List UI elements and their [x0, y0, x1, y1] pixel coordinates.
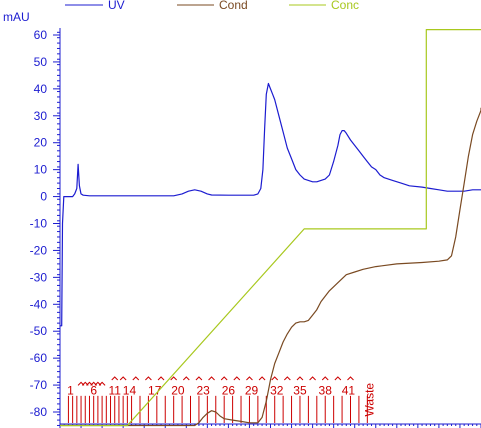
y-tick-label: 0 — [40, 190, 47, 204]
y-tick-label: -40 — [30, 297, 48, 311]
y-tick-label: 20 — [34, 136, 48, 150]
fraction-label: 11 — [108, 383, 121, 397]
y-tick-label: -80 — [30, 405, 48, 419]
series-line-uv — [60, 82, 481, 327]
fraction-label: 41 — [342, 383, 356, 397]
y-axis: 60 50 40 30 20 10 0 -10 -20 -30 -40 -50 -60 -70 -80 — [30, 28, 61, 426]
fraction-label: 32 — [270, 383, 284, 397]
legend-label-cond: Cond — [219, 0, 248, 12]
y-tick-label: -70 — [30, 378, 48, 392]
legend-label-conc: Conc — [331, 0, 359, 12]
fraction-caret — [258, 376, 266, 381]
legend: UV Cond Conc — [65, 0, 359, 12]
fraction-caret — [145, 376, 152, 381]
y-tick-label: 40 — [34, 82, 48, 96]
fraction-label: 26 — [222, 383, 236, 397]
y-tick-label: -20 — [30, 243, 48, 257]
series-line-cond — [60, 107, 481, 427]
fraction-caret — [334, 376, 342, 381]
fraction-caret — [195, 376, 203, 381]
y-tick-label: -50 — [30, 324, 48, 338]
fraction-label: Waste — [362, 383, 376, 417]
fraction-caret — [246, 376, 253, 381]
y-axis-label: mAU — [3, 10, 30, 24]
fraction-caret — [296, 376, 304, 381]
fraction-label: 14 — [123, 383, 137, 397]
fraction-caret — [271, 376, 279, 381]
fraction-marks: 1 6 11 14 17 20 23 26 29 32 35 38 41 Waste — [67, 376, 376, 423]
fraction-caret — [157, 376, 165, 381]
fraction-caret — [119, 376, 127, 381]
fraction-label: 35 — [293, 383, 307, 397]
fraction-caret — [283, 376, 291, 381]
fraction-label: 17 — [148, 383, 162, 397]
y-tick-label: 30 — [34, 109, 48, 123]
y-tick-label: -10 — [30, 217, 48, 231]
fraction-caret — [220, 376, 228, 381]
fraction-caret — [111, 376, 119, 381]
legend-label-uv: UV — [108, 0, 125, 12]
y-tick-label: 60 — [34, 28, 48, 42]
fraction-caret — [98, 381, 106, 386]
fraction-caret — [208, 376, 215, 381]
fraction-caret — [132, 376, 140, 381]
fraction-label: 29 — [245, 383, 259, 397]
fraction-label: 38 — [319, 383, 333, 397]
y-tick-label: -30 — [30, 270, 48, 284]
fraction-caret — [233, 376, 241, 381]
fraction-caret — [182, 376, 190, 381]
y-tick-label: 50 — [34, 55, 48, 69]
fraction-label: 1 — [67, 383, 74, 397]
y-tick-label: -60 — [30, 351, 48, 365]
fraction-caret — [321, 376, 329, 381]
fraction-label: 6 — [90, 383, 97, 397]
fraction-caret — [309, 376, 316, 381]
fraction-label: 20 — [171, 383, 185, 397]
y-tick-label: 10 — [34, 163, 48, 177]
fraction-label: 23 — [196, 383, 210, 397]
series-lines — [60, 29, 481, 427]
fraction-caret — [347, 376, 354, 381]
fraction-caret — [170, 376, 178, 381]
series-line-conc — [60, 29, 481, 427]
